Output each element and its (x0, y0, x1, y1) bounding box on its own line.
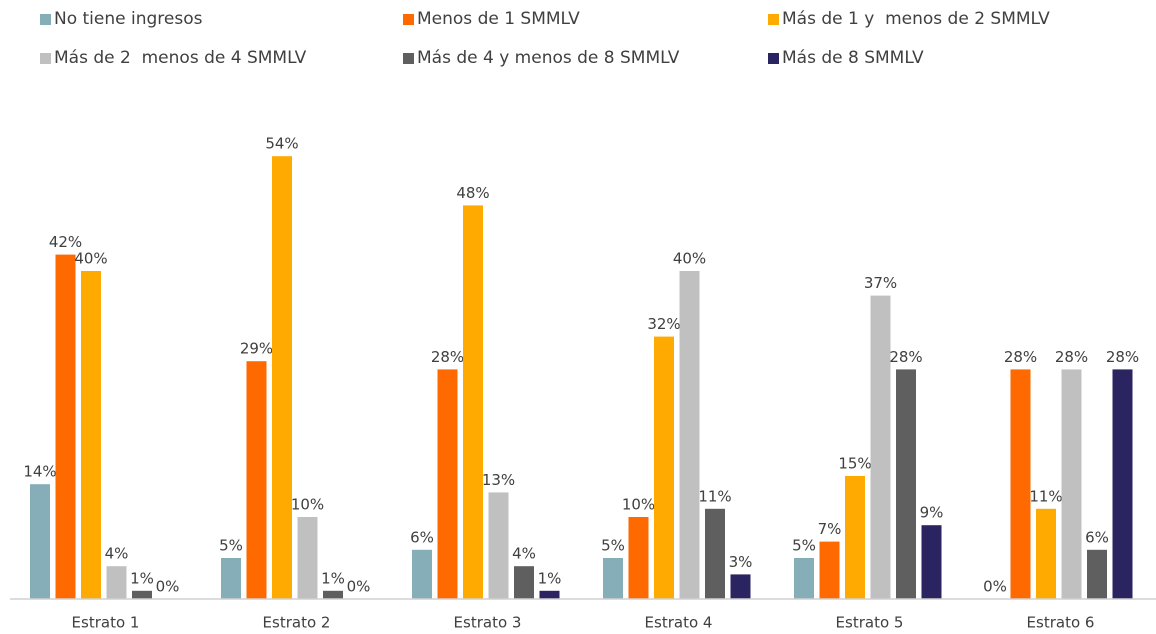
data-label: 48% (456, 184, 489, 202)
legend-swatch (403, 53, 414, 64)
bar (297, 517, 318, 599)
data-label: 11% (698, 487, 731, 505)
data-label: 0% (983, 578, 1007, 596)
bar (1087, 549, 1107, 599)
bar (654, 336, 674, 599)
data-label: 5% (792, 537, 816, 555)
data-label: 32% (647, 315, 680, 333)
data-label: 14% (23, 463, 56, 481)
bar (1010, 369, 1031, 599)
bar (246, 361, 267, 599)
bar (870, 295, 891, 599)
bar (628, 517, 649, 599)
legend-swatch (40, 53, 51, 64)
data-label: 9% (920, 504, 944, 522)
data-label: 37% (864, 274, 897, 292)
data-label: 10% (291, 496, 324, 514)
bar (794, 558, 814, 599)
legend-swatch (40, 14, 51, 25)
data-label: 15% (838, 455, 871, 473)
bar (437, 369, 458, 599)
data-label: 6% (1085, 528, 1109, 546)
data-label: 28% (1055, 348, 1088, 366)
legend-label: Más de 2 menos de 4 SMMLV (54, 48, 307, 68)
bar (272, 156, 292, 599)
legend-swatch (768, 14, 779, 25)
data-label: 6% (410, 528, 434, 546)
bar (221, 558, 241, 599)
data-label: 4% (105, 545, 129, 563)
data-label: 40% (673, 250, 706, 268)
data-label: 28% (431, 348, 464, 366)
bar (412, 549, 432, 599)
data-label: 1% (538, 569, 562, 587)
data-label: 7% (818, 520, 842, 538)
bar (1036, 508, 1056, 599)
bar (132, 590, 152, 599)
bar (730, 574, 751, 599)
x-tick-label: Estrato 3 (454, 614, 522, 632)
data-label: 1% (130, 569, 154, 587)
x-tick-label: Estrato 5 (836, 614, 904, 632)
bar (679, 271, 700, 599)
data-label: 3% (729, 553, 753, 571)
bar (896, 369, 916, 599)
data-label: 0% (347, 578, 371, 596)
data-label: 28% (1004, 348, 1037, 366)
bar (705, 508, 725, 599)
legend-swatch (403, 14, 414, 25)
legend-label: Más de 8 SMMLV (782, 48, 924, 68)
x-tick-label: Estrato 1 (72, 614, 140, 632)
legend-label: Más de 4 y menos de 8 SMMLV (417, 48, 680, 68)
data-label: 5% (219, 537, 243, 555)
bar (323, 590, 343, 599)
legend-swatch (768, 53, 779, 64)
x-tick-label: Estrato 4 (645, 614, 713, 632)
bar (463, 205, 483, 599)
data-label: 13% (482, 471, 515, 489)
data-label: 1% (321, 569, 345, 587)
data-label: 29% (240, 340, 273, 358)
bar (1061, 369, 1082, 599)
legend-label: Menos de 1 SMMLV (417, 9, 580, 29)
bar (514, 566, 534, 599)
data-label: 54% (265, 135, 298, 153)
bar (81, 271, 101, 599)
bar (845, 476, 865, 599)
data-label: 10% (622, 496, 655, 514)
bar (30, 484, 50, 599)
bar (55, 254, 76, 599)
data-label: 40% (74, 250, 107, 268)
data-label: 5% (601, 537, 625, 555)
bar (106, 566, 127, 599)
bar (921, 525, 942, 599)
data-label: 28% (889, 348, 922, 366)
bar (488, 492, 509, 599)
data-label: 4% (512, 545, 536, 563)
x-tick-label: Estrato 2 (263, 614, 331, 632)
data-label: 0% (156, 578, 180, 596)
legend-label: Más de 1 y menos de 2 SMMLV (782, 9, 1050, 29)
bar (603, 558, 623, 599)
x-tick-label: Estrato 6 (1027, 614, 1095, 632)
bar (1112, 369, 1133, 599)
data-label: 28% (1106, 348, 1139, 366)
bar (539, 590, 560, 599)
legend-label: No tiene ingresos (54, 9, 203, 29)
data-label: 42% (49, 233, 82, 251)
bar (819, 541, 840, 599)
data-label: 11% (1029, 487, 1062, 505)
